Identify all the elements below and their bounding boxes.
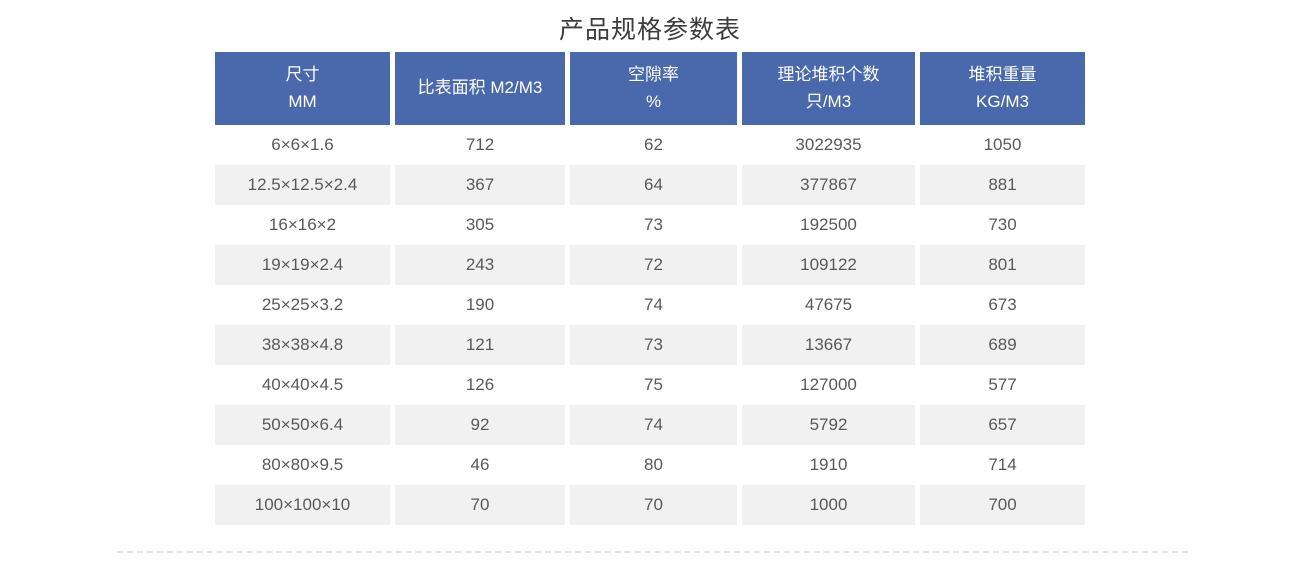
table-cell: 121	[390, 325, 565, 365]
table-cell: 190	[390, 285, 565, 325]
table-cell: 243	[390, 245, 565, 285]
table-cell: 40×40×4.5	[215, 365, 390, 405]
table-cell: 50×50×6.4	[215, 405, 390, 445]
table-cell: 62	[565, 125, 737, 165]
table-cell: 73	[565, 325, 737, 365]
product-spec-table: 尺寸 MM 比表面积 M2/M3 空隙率% 理论堆积个数 只/M3 堆积重量 KG/M3 6×…	[215, 52, 1085, 525]
table-row: 25×25×3.2 190 74 47675 673	[215, 285, 1085, 325]
column-header-line1: 尺寸	[285, 65, 320, 85]
table-cell: 126	[390, 365, 565, 405]
table-cell: 577	[915, 365, 1085, 405]
spec-table-body: 6×6×1.6 712 62 3022935 1050 12.5×12.5×2.4 367 6…	[215, 125, 1085, 525]
table-cell: 25×25×3.2	[215, 285, 390, 325]
column-header-3: 理论堆积个数 只/M3	[737, 52, 915, 125]
column-header-1: 比表面积 M2/M3	[390, 52, 565, 125]
table-cell: 689	[915, 325, 1085, 365]
table-row: 100×100×10 70 70 1000 700	[215, 485, 1085, 525]
column-header-4: 堆积重量 KG/M3	[915, 52, 1085, 125]
table-cell: 3022935	[737, 125, 915, 165]
table-cell: 673	[915, 285, 1085, 325]
table-cell: 73	[565, 205, 737, 245]
table-cell: 70	[390, 485, 565, 525]
table-row: 6×6×1.6 712 62 3022935 1050	[215, 125, 1085, 165]
table-cell: 127000	[737, 365, 915, 405]
table-cell: 38×38×4.8	[215, 325, 390, 365]
table-cell: 13667	[737, 325, 915, 365]
table-cell: 70	[565, 485, 737, 525]
table-cell: 80	[565, 445, 737, 485]
table-cell: 881	[915, 165, 1085, 205]
table-cell: 712	[390, 125, 565, 165]
spec-table-header: 尺寸 MM 比表面积 M2/M3 空隙率% 理论堆积个数 只/M3 堆积重量 KG/M3	[215, 52, 1085, 125]
table-cell: 80×80×9.5	[215, 445, 390, 485]
table-cell: 64	[565, 165, 737, 205]
column-header-line2: 只/M3	[805, 91, 852, 111]
table-cell: 92	[390, 405, 565, 445]
table-cell: 75	[565, 365, 737, 405]
column-header-line2: %	[645, 91, 662, 111]
table-row: 80×80×9.5 46 80 1910 714	[215, 445, 1085, 485]
table-cell: 74	[565, 405, 737, 445]
table-row: 40×40×4.5 126 75 127000 577	[215, 365, 1085, 405]
table-cell: 12.5×12.5×2.4	[215, 165, 390, 205]
table-cell: 1050	[915, 125, 1085, 165]
column-header-line2: KG/M3	[976, 91, 1029, 111]
table-cell: 74	[565, 285, 737, 325]
table-cell: 700	[915, 485, 1085, 525]
column-header-line1: 比表面积 M2/M3	[417, 78, 543, 98]
column-header-line1: 空隙率	[628, 65, 679, 85]
table-row: 19×19×2.4 243 72 109122 801	[215, 245, 1085, 285]
table-cell: 100×100×10	[215, 485, 390, 525]
column-header-2: 空隙率%	[565, 52, 737, 125]
column-header-line1: 堆积重量	[968, 65, 1037, 85]
table-cell: 46	[390, 445, 565, 485]
table-cell: 72	[565, 245, 737, 285]
page-title: 产品规格参数表	[558, 16, 741, 44]
table-cell: 6×6×1.6	[215, 125, 390, 165]
table-cell: 801	[915, 245, 1085, 285]
table-cell: 1000	[737, 485, 915, 525]
table-cell: 730	[915, 205, 1085, 245]
bottom-dashed-divider	[117, 551, 1188, 553]
table-cell: 109122	[737, 245, 915, 285]
table-row: 38×38×4.8 121 73 13667 689	[215, 325, 1085, 365]
table-cell: 1910	[737, 445, 915, 485]
table-row: 16×16×2 305 73 192500 730	[215, 205, 1085, 245]
column-header-0: 尺寸 MM	[215, 52, 390, 125]
header-row: 尺寸 MM 比表面积 M2/M3 空隙率% 理论堆积个数 只/M3 堆积重量 KG/M3	[215, 52, 1085, 125]
table-row: 50×50×6.4 92 74 5792 657	[215, 405, 1085, 445]
table-cell: 5792	[737, 405, 915, 445]
table-cell: 16×16×2	[215, 205, 390, 245]
table-cell: 192500	[737, 205, 915, 245]
table-cell: 377867	[737, 165, 915, 205]
table-row: 12.5×12.5×2.4 367 64 377867 881	[215, 165, 1085, 205]
column-header-line1: 理论堆积个数	[777, 65, 880, 85]
table-cell: 367	[390, 165, 565, 205]
table-cell: 19×19×2.4	[215, 245, 390, 285]
table-cell: 47675	[737, 285, 915, 325]
table-cell: 657	[915, 405, 1085, 445]
table-cell: 305	[390, 205, 565, 245]
table-cell: 714	[915, 445, 1085, 485]
column-header-line2: MM	[288, 91, 317, 111]
